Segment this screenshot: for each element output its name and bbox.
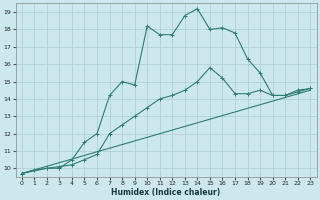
X-axis label: Humidex (Indice chaleur): Humidex (Indice chaleur): [111, 188, 221, 197]
